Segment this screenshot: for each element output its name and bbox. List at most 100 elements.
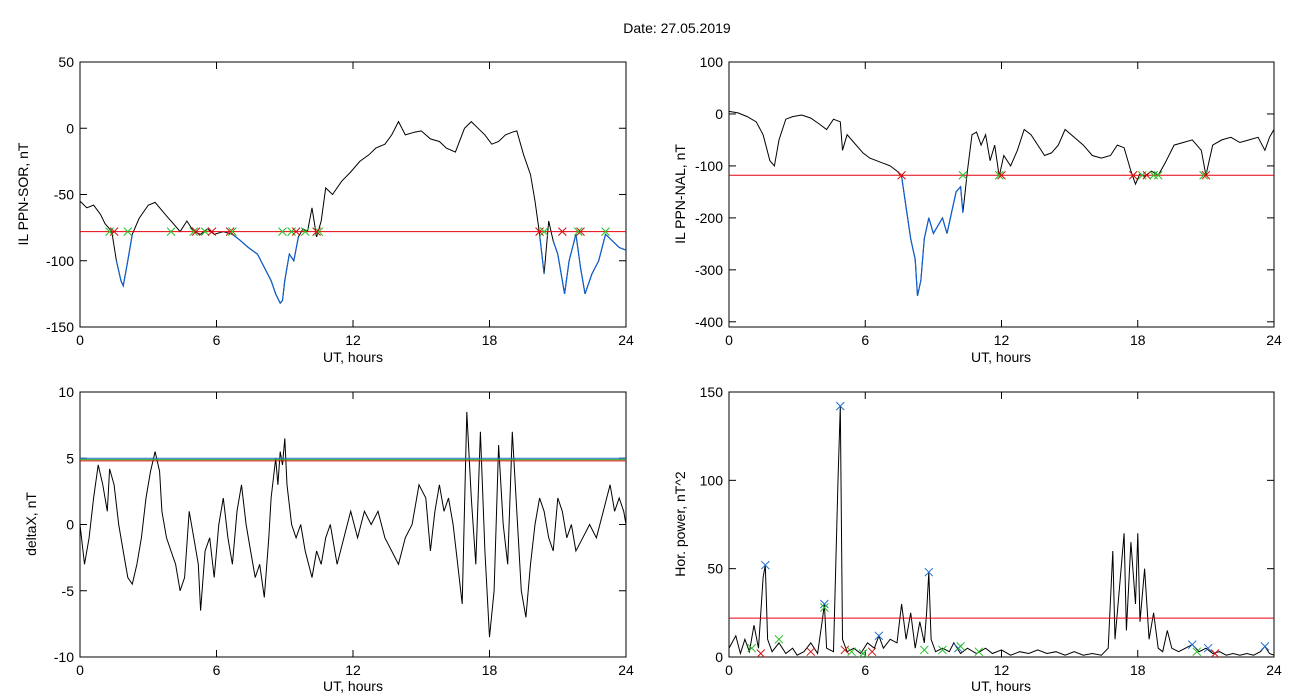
below-threshold-segment	[584, 273, 593, 295]
y-axis-label: deltaX, nT	[23, 492, 39, 556]
plot-frame	[728, 391, 1275, 658]
below-threshold-segment	[591, 260, 600, 275]
below-threshold-segment	[611, 240, 620, 248]
below-threshold-segment	[955, 186, 962, 193]
below-threshold-segment	[263, 267, 272, 281]
below-threshold-segment	[910, 238, 916, 260]
y-tick-label: -100	[695, 158, 723, 174]
below-threshold-segment	[568, 234, 577, 261]
interval-end-marker	[756, 649, 766, 658]
crossing-start-marker	[300, 227, 310, 236]
crossing-end-marker	[1128, 170, 1138, 180]
interval-start-marker	[858, 649, 868, 658]
crossing-end-marker	[207, 227, 217, 236]
y-tick-label: -50	[54, 187, 74, 203]
interval-start-marker	[919, 645, 929, 655]
y-tick-label: 0	[66, 517, 74, 533]
peak-marker	[760, 560, 770, 570]
crossing-start-marker	[200, 227, 210, 236]
x-axis-label: UT, hours	[323, 349, 383, 365]
crossing-end-marker	[897, 170, 906, 180]
x-tick-label: 0	[725, 332, 733, 348]
peak-marker	[1187, 640, 1197, 649]
crossing-start-marker	[601, 227, 610, 236]
crossing-end-marker	[997, 170, 1006, 180]
x-tick-label: 18	[1130, 332, 1146, 348]
series-line	[79, 120, 627, 305]
x-tick-label: 12	[345, 662, 361, 678]
below-threshold-segment	[618, 246, 627, 251]
crossing-start-marker	[228, 227, 237, 236]
interval-start-marker	[747, 643, 757, 653]
below-threshold-segment	[293, 236, 299, 261]
below-threshold-segment	[916, 280, 922, 296]
below-threshold-segment	[946, 212, 953, 234]
y-tick-label: -400	[695, 314, 723, 330]
crossing-start-marker	[1153, 170, 1163, 180]
x-tick-label: 24	[1266, 332, 1282, 348]
crossing-start-marker	[166, 227, 176, 236]
below-threshold-segment	[914, 259, 919, 296]
interval-end-marker	[806, 647, 816, 657]
crossing-start-marker	[1199, 170, 1208, 180]
below-threshold-segment	[284, 254, 290, 281]
y-axis-label: IL PPN-SOR, nT	[15, 142, 31, 245]
plot-frame	[728, 61, 1275, 328]
crossing-start-marker	[1149, 170, 1158, 180]
crossing-start-marker	[958, 170, 968, 180]
x-tick-label: 24	[1266, 662, 1282, 678]
peak-marker	[874, 631, 884, 641]
below-threshold-segment	[281, 280, 286, 301]
x-axis-label: UT, hours	[971, 349, 1031, 365]
panel-sor: IL PPN-SOR, nT UT, hours 0 6 12 18 24 -150 -10…	[15, 54, 634, 365]
y-tick-label: 0	[66, 120, 74, 136]
interval-start-marker	[820, 603, 829, 612]
below-threshold-segment	[270, 280, 277, 295]
crossing-start-marker	[1137, 170, 1147, 180]
peak-marker	[924, 567, 934, 577]
panel-nal: IL PPN-NAL, nT UT, hours 0 6 12 18 24 -400 -30…	[672, 54, 1282, 365]
crossing-end-marker	[312, 227, 321, 236]
crossing-start-marker	[287, 227, 296, 236]
crossing-end-marker	[557, 227, 567, 236]
y-tick-label: 5	[66, 450, 74, 466]
date-label: Date: 27.05.2019	[623, 20, 731, 36]
below-threshold-segment	[575, 234, 582, 268]
x-tick-label: 12	[994, 662, 1010, 678]
y-tick-label: 100	[700, 54, 724, 70]
x-tick-label: 24	[618, 332, 634, 348]
interval-start-marker	[1192, 647, 1202, 657]
y-axis-label: Hor. power, nT^2	[672, 471, 688, 577]
plot-frame	[79, 61, 627, 328]
series-line	[728, 110, 1275, 296]
x-tick-label: 0	[725, 662, 733, 678]
x-tick-label: 6	[213, 662, 221, 678]
y-tick-label: 0	[715, 106, 723, 122]
x-tick-label: 12	[345, 332, 361, 348]
panel-power: Hor. power, nT^2 UT, hours 0 6 12 18 24 0 50 10…	[672, 384, 1282, 694]
x-tick-label: 18	[482, 332, 498, 348]
below-threshold-segment	[122, 260, 129, 287]
below-threshold-segment	[275, 293, 281, 304]
y-tick-label: -200	[695, 210, 723, 226]
interval-end-marker	[867, 647, 877, 657]
x-tick-label: 18	[1130, 662, 1146, 678]
x-tick-label: 24	[618, 662, 634, 678]
below-threshold-segment	[941, 217, 948, 234]
below-threshold-segment	[900, 176, 907, 208]
below-threshold-segment	[552, 240, 559, 255]
below-threshold-segment	[598, 234, 607, 261]
below-threshold-segment	[115, 260, 122, 281]
y-tick-label: 50	[707, 561, 723, 577]
x-tick-label: 6	[213, 332, 221, 348]
crossing-end-marker	[535, 227, 544, 236]
below-threshold-segment	[538, 234, 545, 275]
peak-marker	[820, 599, 829, 609]
below-threshold-segment	[928, 217, 934, 234]
interval-start-marker	[974, 647, 984, 657]
below-threshold-segment	[605, 233, 613, 242]
x-axis-label: UT, hours	[323, 678, 383, 694]
interval-start-marker	[774, 634, 784, 644]
crossing-start-marker	[123, 227, 133, 236]
